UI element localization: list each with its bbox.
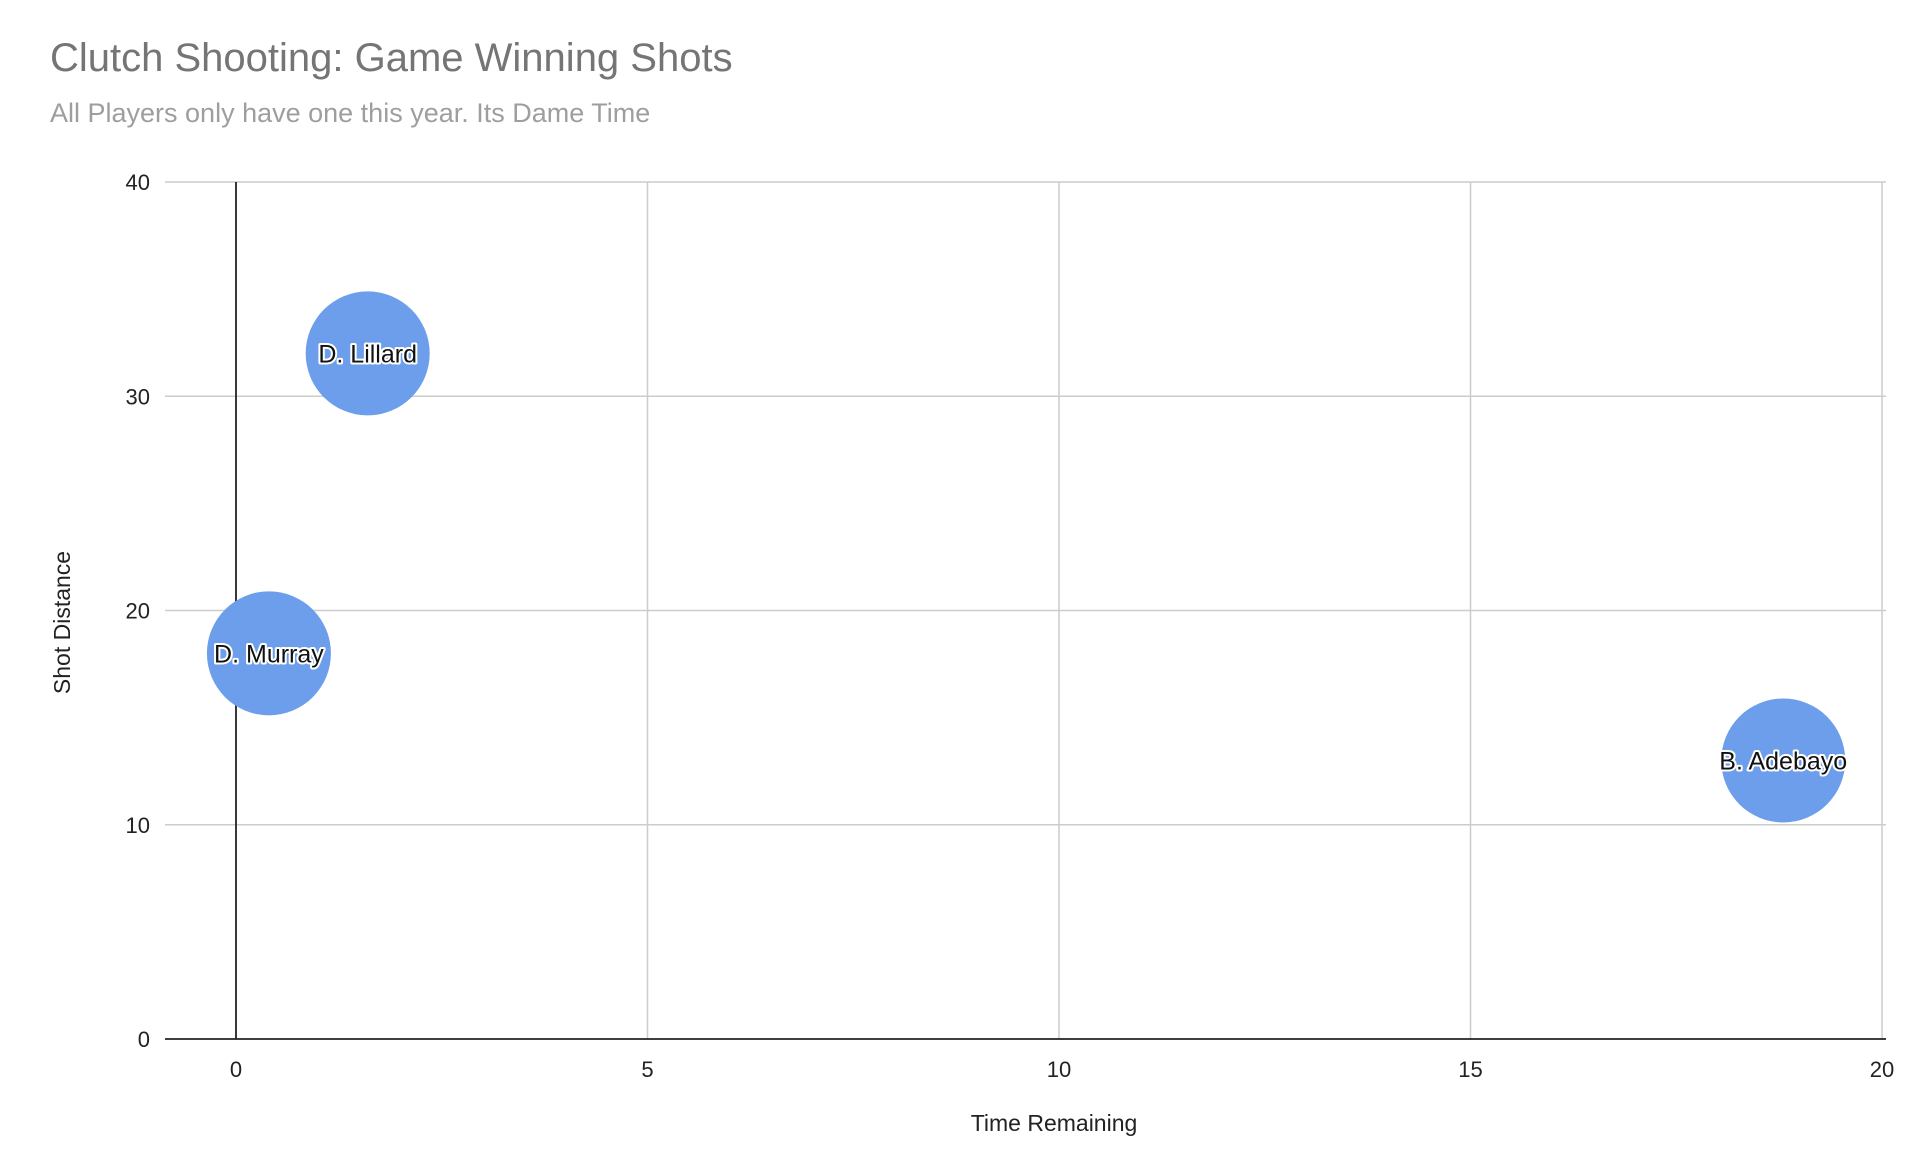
chart-subtitle: All Players only have one this year. Its… — [50, 98, 651, 128]
bubble — [1721, 698, 1846, 823]
x-tick-label: 5 — [641, 1057, 653, 1082]
chart-title: Clutch Shooting: Game Winning Shots — [50, 36, 733, 80]
x-tick-label: 10 — [1047, 1057, 1071, 1082]
y-tick-label: 0 — [138, 1027, 150, 1052]
y-tick-label: 10 — [126, 813, 150, 838]
tick-labels: 0 10 20 30 40 0 5 10 15 20 — [126, 170, 1895, 1082]
bubble — [305, 291, 430, 416]
x-axis-label: Time Remaining — [971, 1110, 1138, 1136]
grid-lines — [165, 181, 1886, 1039]
y-tick-label: 40 — [126, 170, 150, 195]
x-tick-label: 20 — [1870, 1057, 1894, 1082]
bubble-point: D. Murray — [206, 591, 331, 716]
bubble-label: B. Adebayo — [1719, 747, 1847, 775]
bubble-point: B. Adebayo — [1717, 698, 1849, 823]
y-tick-label: 30 — [126, 384, 150, 409]
bubbles: D. Lillard D. Murray B. Adebayo — [206, 291, 1849, 823]
bubble-label: D. Lillard — [318, 340, 417, 368]
bubble — [206, 591, 331, 716]
bubble-point: D. Lillard — [305, 291, 430, 416]
x-tick-label: 15 — [1458, 1057, 1482, 1082]
bubble-label: D. Murray — [214, 640, 324, 668]
x-tick-label: 0 — [230, 1057, 242, 1082]
y-tick-label: 20 — [126, 599, 150, 624]
y-axis-label: Shot Distance — [49, 551, 75, 694]
